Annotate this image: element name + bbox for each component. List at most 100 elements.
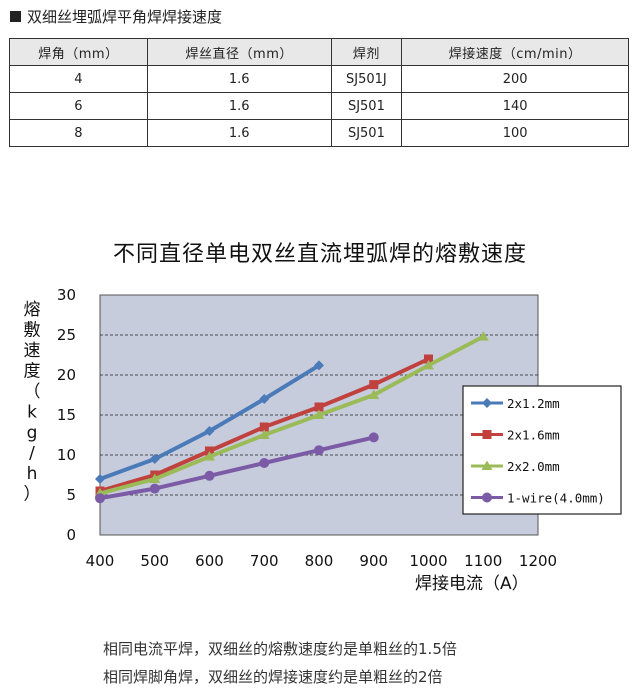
y-tick-label: 15 [57, 406, 76, 424]
data-point [424, 354, 433, 364]
legend-label: 2x1.2mm [507, 396, 560, 411]
x-tick-label: 900 [359, 552, 388, 570]
x-tick-label: 800 [305, 552, 334, 570]
y-axis-label-char: ） [24, 485, 41, 505]
chart-title: 不同直径单电双丝直流埋弧焊的熔敷速度 [112, 242, 527, 267]
welding-speed-table: 焊角（mm） 焊丝直径（mm） 焊剂 焊接速度（cm/min） 4 1.6 SJ… [9, 38, 629, 147]
x-tick-label: 1200 [519, 552, 557, 570]
data-point [259, 394, 270, 404]
legend: 2x1.2mm 2x1.6mm 2x2.0mm 1-wire(4.0mm) [462, 385, 622, 515]
cell-welding-speed: 140 [401, 92, 629, 120]
x-tick-label: 700 [250, 552, 279, 570]
data-point [258, 429, 270, 439]
data-point [149, 454, 160, 464]
data-point [149, 483, 160, 494]
legend-label: 2x2.0mm [507, 459, 560, 474]
table-header-row: 焊角（mm） 焊丝直径（mm） 焊剂 焊接速度（cm/min） [9, 38, 629, 66]
data-point [481, 460, 493, 470]
legend-item: 2x1.2mm [471, 396, 560, 411]
header-flux: 焊剂 [330, 38, 403, 66]
data-point [368, 432, 379, 443]
y-axis-label-char: k [27, 403, 37, 423]
table-row: 4 1.6 SJ501J 200 [9, 65, 629, 93]
table-row: 8 1.6 SJ501 100 [9, 119, 629, 147]
data-point [95, 474, 105, 484]
y-tick-label: 0 [66, 526, 76, 544]
x-tick-label: 500 [140, 552, 169, 570]
cell-leg-size: 8 [9, 119, 148, 147]
series-circle [95, 432, 379, 504]
header-wire-diameter: 焊丝直径（mm） [146, 38, 332, 66]
square-bullet-icon [10, 11, 21, 22]
y-axis-label-char: 敷 [24, 321, 41, 341]
data-point [204, 470, 215, 481]
legend-item: 2x2.0mm [471, 459, 560, 474]
data-point [259, 458, 270, 468]
cell-flux: SJ501J [330, 65, 403, 93]
y-tick-label: 30 [57, 286, 76, 304]
x-tick-label: 400 [86, 552, 115, 570]
data-point [314, 360, 324, 371]
x-tick-label: 1000 [409, 552, 447, 570]
cell-wire-diameter: 1.6 [146, 119, 332, 147]
data-point [369, 380, 379, 390]
data-point [482, 430, 492, 439]
data-point [204, 426, 215, 436]
cell-leg-size: 6 [9, 92, 148, 120]
data-point [149, 473, 161, 483]
data-point [368, 389, 380, 399]
y-axis-label: 熔敷速度（kg/h） [24, 300, 41, 505]
y-axis-ticks: 0 5 10 15 20 25 30 [57, 286, 76, 544]
legend-box [462, 385, 622, 515]
legend-item: 1-wire(4.0mm) [471, 491, 605, 506]
y-axis-label-char: h [27, 464, 38, 484]
data-point [205, 446, 214, 456]
header-leg-size: 焊角（mm） [9, 38, 148, 66]
legend-label: 1-wire(4.0mm) [507, 491, 605, 506]
cell-flux: SJ501 [330, 119, 403, 147]
cell-leg-size: 4 [9, 65, 148, 93]
data-point [477, 331, 489, 341]
data-point [313, 409, 325, 419]
section-title-text: 双细丝埋弧焊平角焊焊接速度 [27, 8, 223, 26]
data-point [423, 359, 434, 370]
cell-welding-speed: 200 [401, 65, 629, 93]
y-axis-label-char: 速 [24, 341, 41, 361]
y-tick-label: 25 [57, 326, 76, 344]
header-welding-speed: 焊接速度（cm/min） [401, 38, 629, 66]
series-diamond [95, 360, 324, 484]
data-point [314, 445, 324, 456]
note-deposition: 相同电流平焊，双细丝的熔敷速度约是单粗丝的1.5倍 [103, 640, 457, 658]
cell-wire-diameter: 1.6 [146, 65, 332, 93]
y-tick-label: 10 [57, 446, 76, 464]
data-point [204, 451, 215, 461]
note-welding-speed: 相同焊脚角焊，双细丝的焊接速度约是单粗丝的2倍 [103, 668, 443, 686]
y-axis-label-char: / [29, 444, 35, 464]
data-point [259, 422, 269, 432]
cell-flux: SJ501 [330, 92, 403, 120]
x-axis-ticks: 400 500 600 700 800 900 1000 1100 1200 [86, 552, 557, 570]
deposition-rate-chart: 0 5 10 15 20 25 30 400 500 600 700 800 900 1000 1100 1… [24, 286, 622, 594]
y-axis-label-char: （ [24, 382, 41, 402]
data-point [314, 402, 324, 412]
x-tick-label: 600 [195, 552, 224, 570]
section-title: 双细丝埋弧焊平角焊焊接速度 [10, 6, 222, 27]
legend-label: 2x1.6mm [507, 428, 560, 443]
y-axis-label-char: g [27, 423, 38, 443]
table-row: 6 1.6 SJ501 140 [9, 92, 629, 120]
x-axis-label: 焊接电流（A） [415, 574, 529, 594]
data-point [482, 398, 492, 408]
cell-welding-speed: 100 [401, 119, 629, 147]
x-tick-label: 1100 [464, 552, 502, 570]
series-group [94, 331, 489, 504]
legend-item: 2x1.6mm [471, 428, 560, 443]
cell-wire-diameter: 1.6 [146, 92, 332, 120]
data-point [482, 492, 492, 503]
series-line [99, 435, 375, 501]
series-line [99, 334, 485, 496]
y-tick-label: 5 [66, 486, 76, 504]
y-tick-label: 20 [57, 366, 76, 384]
y-axis-label-char: 度 [24, 362, 41, 382]
data-point [95, 493, 105, 504]
y-axis-label-char: 熔 [24, 300, 41, 320]
